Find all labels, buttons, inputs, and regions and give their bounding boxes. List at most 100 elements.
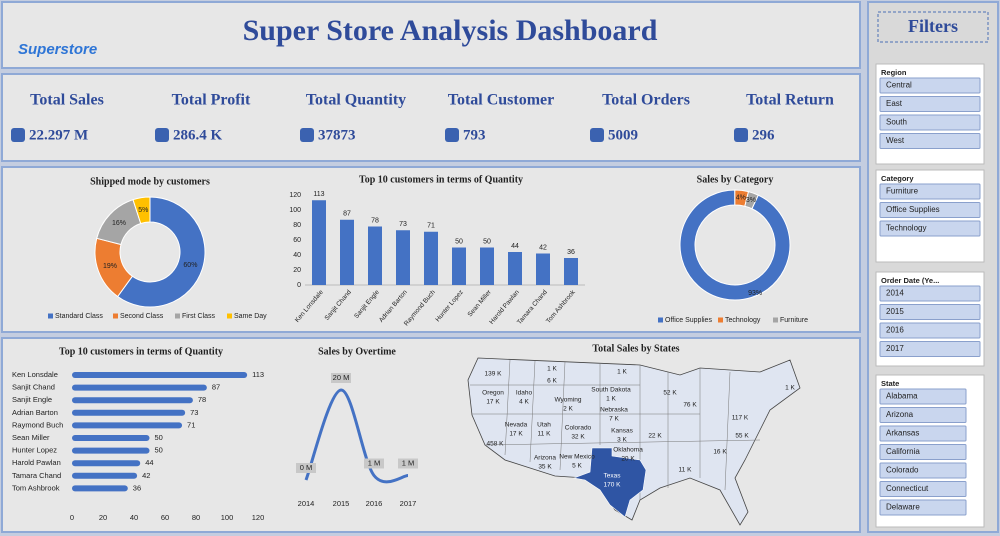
filter-item[interactable] [879,481,967,497]
bar [480,247,494,285]
filter-item[interactable] [879,462,967,479]
y-tick-label: Raymond Buch [12,420,63,429]
filter-item[interactable] [879,77,981,94]
us-map [467,357,801,526]
state-value: 6 K [547,378,557,385]
state-value: 7 K [609,416,619,423]
state-name: Texas [604,473,622,480]
x-tick-label: 0 [70,513,74,522]
filter-item[interactable] [879,285,981,302]
state-value: 1 K [606,396,616,403]
data-label: 50 [155,446,163,455]
legend-swatch [113,313,118,319]
data-label: 113 [252,370,264,379]
state-name: Oregon [482,390,504,397]
state-value: 11 K [538,431,552,438]
filter-item[interactable] [879,183,981,200]
kpi-icon [734,128,748,142]
data-label: 20 M [333,373,350,382]
chart-title: Sales by Category [697,174,774,185]
filter-item-label: West [886,136,905,145]
kpi-value: 37873 [318,127,356,143]
bar [72,460,141,467]
kpi-label: Total Orders [602,92,690,109]
state-name: Nebraska [600,407,628,414]
filter-item[interactable] [879,304,981,320]
state-border [529,360,536,463]
data-label: 42 [142,471,150,480]
filter-item-label: California [886,447,920,456]
y-tick-label: Sanjit Engle [12,395,52,404]
filter-item-label: 2016 [886,326,904,335]
filter-item-label: 2014 [886,289,904,298]
data-label-box [364,458,384,469]
y-tick-label: Tamara Chand [12,471,61,480]
state-value: 17 K [509,431,523,438]
kpi-label: Total Sales [30,92,104,109]
data-label-box [296,463,316,473]
y-tick-label: 20 [293,267,301,274]
state-value: 1 K [617,369,627,376]
y-tick-label: 40 [293,252,301,259]
kpi-value: 793 [463,127,486,143]
state-name: Idaho [516,390,533,397]
bar [72,384,207,391]
legend-swatch [658,317,663,323]
state-value: 52 K [663,390,677,397]
filter-item[interactable] [879,202,981,218]
state-value: 35 K [538,464,552,471]
x-tick-label: 100 [221,513,234,522]
data-label: 3% [746,197,756,204]
filter-item-label: Furniture [886,187,919,196]
chart-title: Top 10 customers in terms of Quantity [359,174,523,185]
data-label: 44 [145,458,153,467]
data-label: 71 [187,420,195,429]
legend-label: Office Supplies [665,317,712,324]
filter-item[interactable] [879,114,981,131]
state-border [724,371,731,491]
filter-item[interactable] [879,133,981,149]
state-value: 17 K [486,399,500,406]
data-label: 36 [133,483,141,492]
state-border [504,359,511,456]
filter-item[interactable] [879,444,967,460]
y-tick-label: Adrian Barton [12,408,58,417]
data-label: 50 [455,238,463,245]
state-value: 76 K [683,402,697,409]
state-value: 3 K [617,437,627,444]
state-shape [572,447,647,518]
bar [72,447,150,454]
filter-item-label: 2017 [886,344,904,353]
state-name: Kansas [611,428,633,435]
bar [564,258,578,285]
x-tick-label: 2014 [298,499,315,508]
kpi-label: Total Profit [172,92,251,109]
filter-item[interactable] [879,499,967,516]
state-value: 1 K [547,366,557,373]
kpi-value: 22.297 M [29,127,88,143]
filter-item[interactable] [879,341,981,357]
x-tick-label: 2015 [333,499,350,508]
bar [72,422,183,429]
bar [536,253,550,285]
legend-swatch [718,317,723,323]
y-tick-label: 60 [293,237,301,244]
data-label: 4% [736,195,746,202]
filter-item[interactable] [879,96,981,112]
chart-title: Sales by Overtime [318,346,396,357]
kpi-label: Total Customer [448,92,555,109]
y-tick-label: Sanjit Chand [12,383,55,392]
filter-item-label: Delaware [886,503,920,512]
kpi-panel [1,73,861,162]
bar [368,226,382,285]
filter-item[interactable] [879,388,967,405]
legend-label: Second Class [120,313,164,320]
filter-item[interactable] [879,407,967,423]
filter-item[interactable] [879,220,981,237]
legend-label: Standard Class [55,313,103,320]
kpi-icon [300,128,314,142]
filter-item[interactable] [879,322,981,339]
filter-item[interactable] [879,425,967,442]
bar [452,247,466,285]
state-value: 22 K [648,433,662,440]
